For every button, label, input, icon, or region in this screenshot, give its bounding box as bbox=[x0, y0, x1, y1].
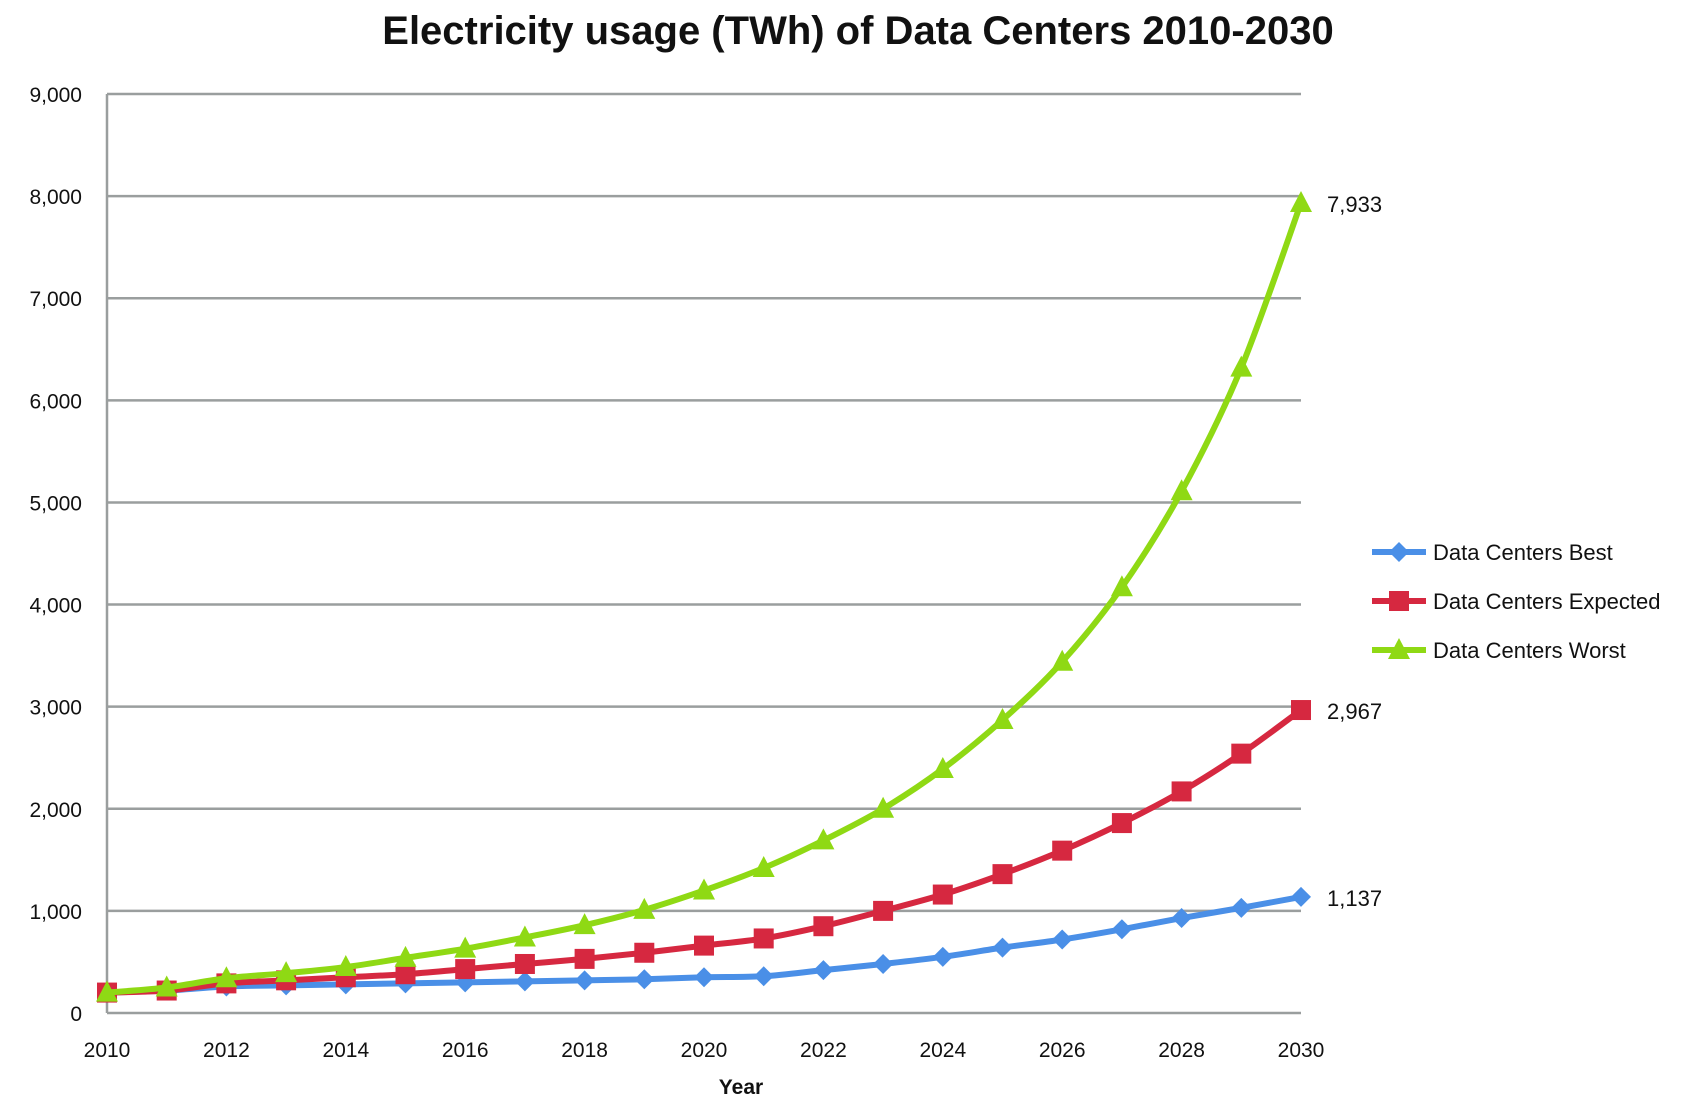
x-tick-label: 2030 bbox=[1278, 1039, 1325, 1062]
triangle-marker bbox=[752, 856, 775, 878]
diamond-marker bbox=[873, 953, 894, 974]
x-tick-label: 2028 bbox=[1158, 1039, 1205, 1062]
diamond-marker bbox=[694, 967, 714, 988]
diamond-marker bbox=[813, 960, 834, 981]
square-marker bbox=[1171, 781, 1192, 802]
triangle-marker bbox=[1388, 638, 1410, 659]
square-marker bbox=[455, 959, 476, 980]
square-marker bbox=[634, 942, 655, 963]
triangle-marker bbox=[991, 707, 1014, 729]
triangle-marker bbox=[1110, 575, 1133, 597]
triangle-marker bbox=[96, 980, 118, 1002]
square-marker bbox=[932, 884, 953, 905]
square-marker bbox=[873, 900, 894, 921]
square-marker bbox=[514, 953, 535, 974]
diamond-marker bbox=[1231, 897, 1252, 918]
triangle-marker bbox=[931, 756, 954, 778]
triangle-marker bbox=[573, 913, 596, 935]
diamond-marker bbox=[932, 946, 953, 967]
y-tick-label: 1,000 bbox=[29, 901, 82, 924]
y-tick-label: 6,000 bbox=[29, 390, 82, 413]
triangle-marker bbox=[155, 975, 178, 997]
triangle-marker bbox=[1170, 479, 1193, 501]
triangle-marker bbox=[394, 945, 417, 967]
y-tick-label: 2,000 bbox=[29, 799, 82, 822]
x-tick-label: 2022 bbox=[800, 1039, 847, 1062]
square-marker bbox=[992, 864, 1013, 885]
triangle-marker bbox=[693, 878, 715, 900]
series-group: 1,137 2,967 7,933 bbox=[96, 190, 1382, 1003]
square-marker bbox=[1231, 743, 1252, 764]
triangle-marker bbox=[513, 925, 536, 947]
axes: 0 1,000 2,000 3,000 4,000 5,000 6,000 7,000 8,00… bbox=[29, 84, 1324, 1062]
legend-label: Data Centers Expected bbox=[1433, 589, 1660, 614]
y-tick-label: 3,000 bbox=[29, 697, 82, 720]
x-tick-label: 2014 bbox=[322, 1039, 369, 1062]
y-tick-label: 9,000 bbox=[29, 84, 82, 107]
x-axis-label: Year bbox=[719, 1076, 763, 1099]
square-marker bbox=[753, 928, 774, 949]
square-marker bbox=[395, 964, 416, 985]
square-marker bbox=[1052, 840, 1073, 861]
square-marker bbox=[1111, 813, 1132, 834]
triangle-marker bbox=[334, 955, 357, 977]
triangle-marker bbox=[215, 966, 238, 988]
diamond-marker bbox=[1052, 929, 1073, 950]
square-marker bbox=[1389, 591, 1409, 611]
y-tick-label: 0 bbox=[70, 1003, 82, 1026]
x-tick-label: 2024 bbox=[919, 1039, 966, 1062]
series-line bbox=[106, 201, 1304, 996]
y-tick-label: 4,000 bbox=[29, 595, 82, 618]
legend-label: Data Centers Best bbox=[1433, 540, 1613, 565]
square-marker bbox=[574, 948, 595, 969]
diamond-marker bbox=[634, 969, 655, 990]
end-data-label: 7,933 bbox=[1327, 192, 1382, 217]
x-tick-label: 2026 bbox=[1039, 1039, 1086, 1062]
legend-item: Data Centers Best bbox=[1372, 540, 1613, 565]
diamond-marker bbox=[1389, 542, 1409, 562]
triangle-marker bbox=[812, 828, 835, 850]
diamond-marker bbox=[753, 966, 774, 987]
legend-item: Data Centers Expected bbox=[1372, 589, 1660, 614]
diamond-marker bbox=[1111, 919, 1132, 940]
triangle-marker bbox=[633, 897, 656, 919]
legend-item: Data Centers Worst bbox=[1372, 638, 1626, 663]
end-data-label: 1,137 bbox=[1327, 886, 1382, 911]
triangle-marker bbox=[872, 796, 895, 818]
diamond-marker bbox=[1171, 908, 1192, 929]
x-tick-label: 2020 bbox=[681, 1039, 728, 1062]
triangle-marker bbox=[1290, 190, 1312, 212]
x-tick-label: 2018 bbox=[561, 1039, 608, 1062]
y-tick-label: 5,000 bbox=[29, 492, 82, 515]
triangle-marker bbox=[275, 961, 298, 983]
x-tick-label: 2016 bbox=[442, 1039, 489, 1062]
end-data-label: 2,967 bbox=[1327, 699, 1382, 724]
grid bbox=[107, 92, 1301, 913]
diamond-marker bbox=[514, 971, 535, 992]
x-tick-label: 2010 bbox=[84, 1039, 131, 1062]
square-marker bbox=[813, 916, 834, 937]
square-marker bbox=[694, 935, 714, 956]
diamond-marker bbox=[992, 937, 1013, 958]
chart-title: Electricity usage (TWh) of Data Centers … bbox=[382, 9, 1333, 53]
x-tick-label: 2012 bbox=[203, 1039, 250, 1062]
diamond-marker bbox=[574, 970, 595, 991]
series-data-centers-worst: 7,933 bbox=[96, 190, 1382, 1002]
y-tick-label: 7,000 bbox=[29, 288, 82, 311]
legend-label: Data Centers Worst bbox=[1433, 638, 1626, 663]
legend: Data Centers Best Data Centers Expected Da… bbox=[1372, 540, 1660, 663]
triangle-marker bbox=[1051, 649, 1074, 671]
y-tick-label: 8,000 bbox=[29, 186, 82, 209]
series-data-centers-expected: 2,967 bbox=[97, 699, 1382, 1003]
diamond-marker bbox=[1291, 886, 1311, 907]
triangle-marker bbox=[454, 936, 477, 958]
triangle-marker bbox=[1230, 355, 1253, 377]
square-marker bbox=[1291, 700, 1311, 721]
